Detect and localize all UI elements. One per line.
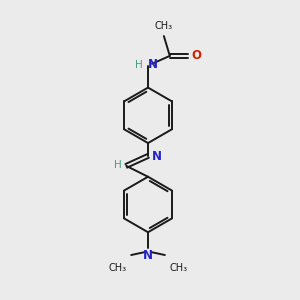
Text: N: N xyxy=(152,150,162,164)
Text: CH₃: CH₃ xyxy=(108,263,126,273)
Text: H: H xyxy=(113,160,121,170)
Text: O: O xyxy=(192,50,202,62)
Text: H: H xyxy=(135,60,143,70)
Text: CH₃: CH₃ xyxy=(155,21,173,31)
Text: N: N xyxy=(148,58,158,71)
Text: CH₃: CH₃ xyxy=(170,263,188,273)
Text: N: N xyxy=(143,249,153,262)
